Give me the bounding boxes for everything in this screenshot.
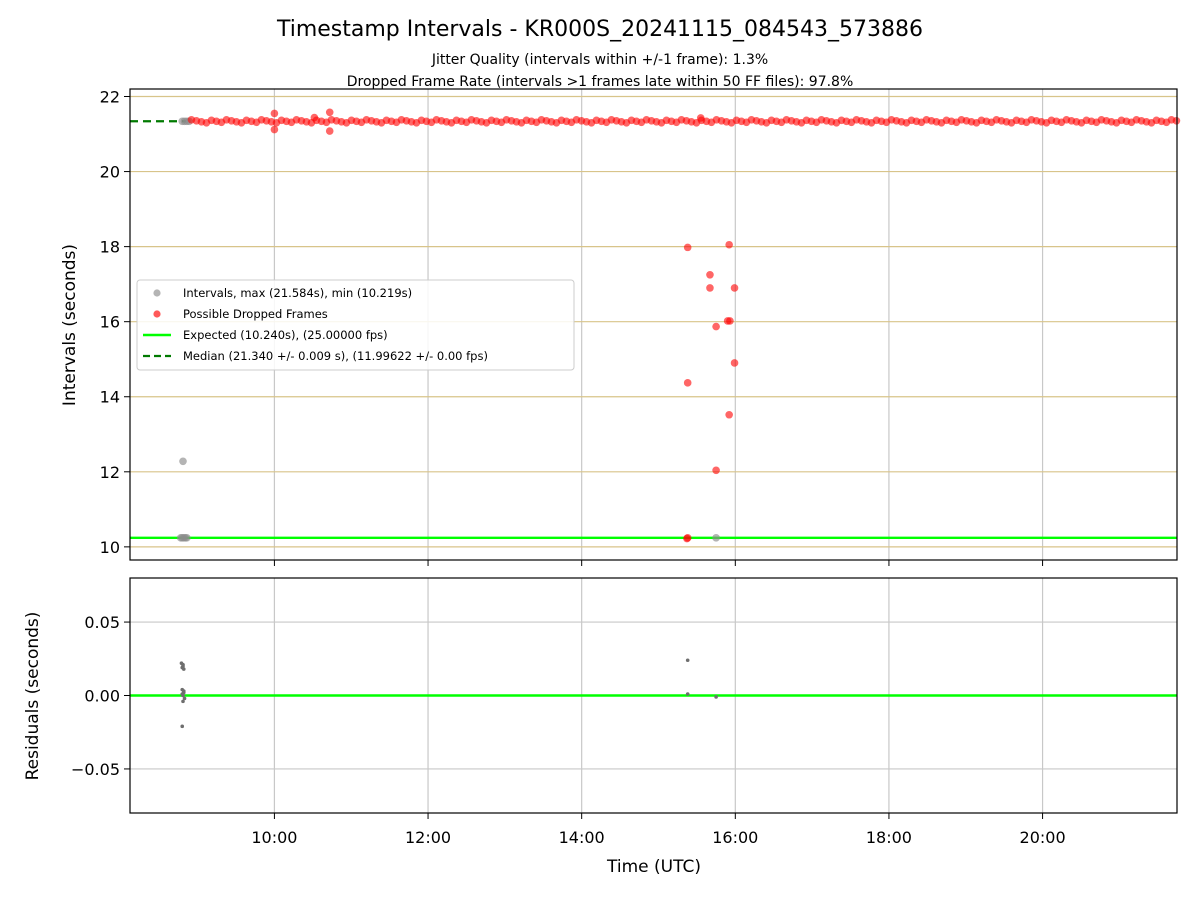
- dropped-point-7: [683, 379, 692, 387]
- dropped-point-3: [325, 108, 334, 117]
- intervals-frame: [129, 88, 1178, 561]
- intervals-ytick-label-3: 16: [100, 313, 120, 332]
- dropped-point-4: [325, 127, 334, 135]
- interval-point-10: [712, 534, 720, 542]
- residuals-ytick-label-0: 0.05: [84, 613, 120, 632]
- residual-point-12: [181, 690, 186, 695]
- x-tick-label-1: 12:00: [405, 828, 451, 847]
- dropped-point-16: [726, 317, 734, 325]
- legend-label-3: Median (21.340 +/- 0.009 s), (11.99622 +…: [183, 349, 488, 363]
- intervals-y-axis-label: Intervals (seconds): [60, 244, 80, 406]
- dropped-point-2: [310, 113, 319, 122]
- residuals-y-axis-label: Residuals (seconds): [23, 612, 43, 781]
- residual-point-10: [181, 699, 185, 704]
- chart-title: Timestamp Intervals - KR000S_20241115_08…: [276, 17, 923, 42]
- dropped-point-1: [270, 125, 279, 134]
- x-tick-label-5: 20:00: [1020, 828, 1066, 847]
- x-tick-label-0: 10:00: [251, 828, 297, 847]
- interval-point-4: [183, 534, 191, 542]
- legend-label-0: Intervals, max (21.584s), min (10.219s): [183, 286, 412, 300]
- residual-point-15: [714, 695, 718, 699]
- dropped-point-14: [725, 240, 733, 249]
- dropped-point-19: [730, 359, 739, 367]
- dropped-point-11: [706, 284, 714, 292]
- dropped-point-6: [683, 243, 692, 252]
- dropped-point-12: [712, 322, 720, 331]
- dropped-point-0: [270, 109, 279, 118]
- residuals-frame: [129, 577, 1178, 814]
- x-tick-label-2: 14:00: [559, 828, 605, 847]
- intervals-ytick-label-4: 18: [100, 238, 120, 257]
- dropped-point-17: [725, 410, 733, 419]
- x-tick-label-4: 18:00: [866, 828, 912, 847]
- dropped-point-9: [683, 534, 691, 543]
- legend-label-1: Possible Dropped Frames: [183, 307, 328, 321]
- residual-point-9: [182, 696, 187, 701]
- legend-marker-1: [153, 310, 161, 318]
- residual-point-11: [180, 724, 185, 729]
- intervals-ytick-label-0: 10: [100, 538, 120, 557]
- legend-label-2: Expected (10.240s), (25.00000 fps): [183, 328, 388, 342]
- chart-subtitle-dropped: Dropped Frame Rate (intervals >1 frames …: [347, 74, 854, 90]
- intervals-ytick-label-1: 12: [100, 463, 120, 482]
- residual-point-13: [685, 658, 690, 663]
- residual-point-4: [181, 664, 185, 668]
- legend: Intervals, max (21.584s), min (10.219s) P…: [136, 279, 575, 371]
- intervals-ytick-label-5: 20: [100, 163, 120, 182]
- dropped-point-5: [696, 114, 705, 122]
- residuals-panel: 10:00 12:00 14:00 16:00 18:00 20:00 0.05 0.00 −0…: [71, 577, 1178, 847]
- intervals-ytick-label-6: 22: [100, 88, 120, 107]
- residuals-ytick-label-2: −0.05: [71, 760, 120, 779]
- residuals-ytick-label-1: 0.00: [84, 687, 120, 706]
- dropped-point-13: [712, 466, 720, 475]
- residual-point-3: [181, 667, 186, 671]
- legend-box: [136, 279, 575, 371]
- chart-subtitle-jitter: Jitter Quality (intervals within +/-1 fr…: [431, 52, 768, 68]
- intervals-ytick-label-2: 14: [100, 388, 120, 407]
- dropped-point-18: [730, 284, 739, 292]
- x-axis-label: Time (UTC): [606, 857, 701, 877]
- x-tick-label-3: 16:00: [712, 828, 758, 847]
- residual-point-8: [181, 693, 185, 698]
- residual-point-14: [685, 692, 690, 696]
- legend-marker-0: [153, 289, 161, 297]
- dropped-point-10: [706, 270, 714, 279]
- interval-point-5: [179, 457, 187, 466]
